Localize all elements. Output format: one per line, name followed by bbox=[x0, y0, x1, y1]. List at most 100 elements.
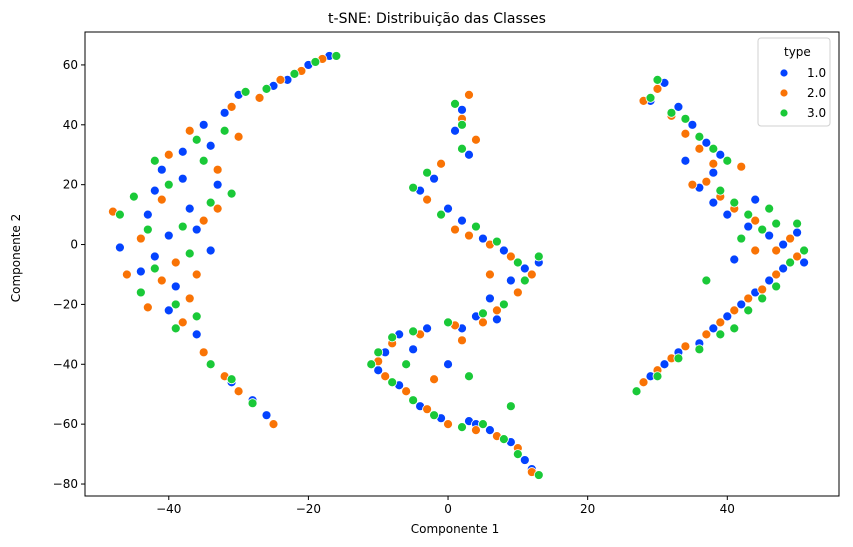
data-point-type-3-0 bbox=[310, 57, 321, 67]
data-point-type-1-0 bbox=[708, 167, 719, 178]
data-point-type-1-0 bbox=[799, 257, 809, 268]
data-point-type-3-0 bbox=[240, 86, 251, 97]
y-axis: −80 −60 −40 −20 0 20 40 60 bbox=[53, 58, 85, 491]
data-point-type-1-0 bbox=[764, 275, 775, 286]
data-point-type-2-0 bbox=[184, 125, 195, 136]
legend-title: type bbox=[784, 45, 811, 59]
data-point-type-3-0 bbox=[743, 305, 754, 316]
data-point-type-2-0 bbox=[170, 257, 181, 268]
data-point-type-1-0 bbox=[715, 149, 726, 160]
data-point-type-3-0 bbox=[247, 398, 258, 409]
data-point-type-3-0 bbox=[387, 332, 398, 343]
data-point-type-2-0 bbox=[268, 419, 279, 430]
data-point-type-2-0 bbox=[177, 317, 188, 328]
data-point-type-2-0 bbox=[708, 158, 719, 169]
data-point-type-2-0 bbox=[485, 269, 495, 280]
data-point-type-2-0 bbox=[743, 293, 754, 304]
data-point-type-1-0 bbox=[191, 329, 202, 340]
data-point-type-3-0 bbox=[478, 419, 488, 430]
x-tick-label: −40 bbox=[156, 502, 181, 516]
data-point-type-2-0 bbox=[429, 374, 439, 385]
data-point-type-1-0 bbox=[485, 293, 495, 304]
data-point-type-3-0 bbox=[764, 203, 775, 214]
data-point-type-3-0 bbox=[715, 329, 726, 340]
y-tick-label: 0 bbox=[70, 238, 78, 252]
data-point-type-3-0 bbox=[519, 275, 530, 286]
data-point-type-3-0 bbox=[722, 155, 733, 166]
data-point-type-1-0 bbox=[701, 137, 712, 148]
data-point-type-2-0 bbox=[156, 194, 167, 205]
data-point-type-2-0 bbox=[191, 269, 202, 280]
data-point-type-3-0 bbox=[652, 371, 663, 382]
data-point-type-2-0 bbox=[652, 83, 663, 94]
data-point-type-3-0 bbox=[736, 233, 747, 244]
data-point-type-3-0 bbox=[799, 245, 809, 256]
x-axis: −40 −20 0 20 40 bbox=[156, 496, 735, 516]
y-tick-label: 40 bbox=[63, 118, 78, 132]
data-point-type-3-0 bbox=[115, 209, 125, 220]
data-point-type-3-0 bbox=[184, 248, 195, 259]
data-point-type-1-0 bbox=[205, 140, 216, 151]
data-point-type-2-0 bbox=[471, 134, 481, 145]
data-point-type-1-0 bbox=[429, 173, 439, 184]
y-axis-label: Componente 2 bbox=[9, 214, 23, 303]
data-point-type-3-0 bbox=[401, 359, 412, 370]
data-point-type-2-0 bbox=[715, 317, 726, 328]
data-point-type-3-0 bbox=[729, 197, 740, 208]
data-point-type-1-0 bbox=[163, 305, 174, 316]
y-tick-label: 60 bbox=[63, 58, 78, 72]
data-point-type-3-0 bbox=[757, 293, 768, 304]
data-point-type-2-0 bbox=[401, 386, 412, 397]
data-point-type-1-0 bbox=[408, 344, 419, 355]
data-point-type-3-0 bbox=[715, 185, 726, 196]
data-point-type-1-0 bbox=[505, 275, 516, 286]
data-point-type-1-0 bbox=[722, 209, 733, 220]
data-point-type-3-0 bbox=[512, 449, 523, 459]
data-point-type-2-0 bbox=[184, 293, 195, 304]
data-point-type-1-0 bbox=[177, 173, 188, 184]
data-point-type-3-0 bbox=[771, 281, 782, 292]
data-point-type-3-0 bbox=[757, 224, 768, 235]
data-point-type-3-0 bbox=[464, 371, 474, 382]
data-point-type-2-0 bbox=[464, 230, 474, 241]
legend-marker bbox=[779, 88, 789, 98]
data-point-type-1-0 bbox=[478, 233, 488, 244]
data-point-type-2-0 bbox=[701, 176, 712, 187]
data-point-type-3-0 bbox=[170, 323, 181, 334]
data-point-type-1-0 bbox=[443, 203, 453, 214]
data-point-type-2-0 bbox=[512, 287, 523, 298]
data-point-type-1-0 bbox=[219, 107, 230, 118]
data-point-type-3-0 bbox=[198, 155, 209, 166]
data-point-type-2-0 bbox=[275, 74, 286, 85]
data-point-type-3-0 bbox=[226, 374, 237, 385]
data-point-type-3-0 bbox=[191, 134, 202, 145]
data-point-type-2-0 bbox=[422, 194, 432, 205]
data-point-type-2-0 bbox=[226, 101, 237, 112]
data-point-type-3-0 bbox=[366, 359, 377, 370]
data-point-type-2-0 bbox=[422, 404, 432, 415]
data-point-type-3-0 bbox=[373, 347, 384, 358]
legend-entry-label: 1.0 bbox=[807, 66, 826, 80]
data-point-type-1-0 bbox=[191, 224, 202, 235]
data-point-type-2-0 bbox=[212, 164, 223, 175]
data-point-type-3-0 bbox=[708, 143, 719, 154]
data-point-type-1-0 bbox=[198, 119, 209, 130]
data-point-type-3-0 bbox=[457, 422, 467, 433]
x-tick-label: 20 bbox=[580, 502, 595, 516]
data-point-type-1-0 bbox=[422, 323, 432, 334]
data-point-type-2-0 bbox=[478, 317, 488, 328]
plot-frame bbox=[84, 31, 840, 497]
data-point-type-2-0 bbox=[436, 158, 446, 169]
data-point-type-3-0 bbox=[149, 263, 160, 274]
data-point-type-2-0 bbox=[142, 302, 153, 313]
data-point-type-2-0 bbox=[443, 419, 453, 430]
data-point-type-2-0 bbox=[163, 149, 174, 160]
data-point-type-1-0 bbox=[464, 149, 474, 160]
data-point-type-2-0 bbox=[471, 425, 481, 436]
x-tick-label: 40 bbox=[720, 502, 735, 516]
data-point-type-1-0 bbox=[184, 203, 195, 214]
data-point-type-2-0 bbox=[464, 89, 474, 100]
data-point-type-1-0 bbox=[142, 209, 153, 220]
data-point-type-3-0 bbox=[771, 218, 782, 229]
